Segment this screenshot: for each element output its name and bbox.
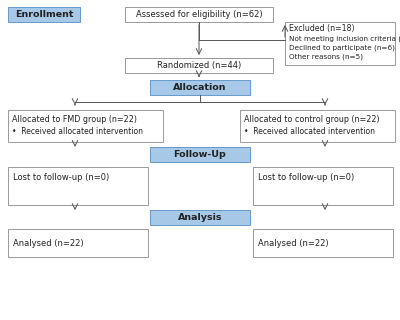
FancyBboxPatch shape [125,7,273,22]
Text: Randomized (n=44): Randomized (n=44) [157,61,241,70]
Text: Enrollment: Enrollment [15,10,73,19]
FancyBboxPatch shape [150,147,250,162]
FancyBboxPatch shape [150,210,250,225]
Text: Lost to follow-up (n=0): Lost to follow-up (n=0) [13,172,109,181]
Text: Other reasons (n=5): Other reasons (n=5) [289,54,363,60]
FancyBboxPatch shape [253,229,393,257]
Text: Declined to participate (n=6): Declined to participate (n=6) [289,45,395,51]
Text: •  Received allocated intervention: • Received allocated intervention [244,126,375,135]
Text: Allocated to control group (n=22): Allocated to control group (n=22) [244,115,380,124]
Text: Not meeting inclusion criteria (n=7): Not meeting inclusion criteria (n=7) [289,36,400,42]
FancyBboxPatch shape [285,22,395,65]
FancyBboxPatch shape [8,7,80,22]
FancyBboxPatch shape [8,167,148,205]
FancyBboxPatch shape [150,80,250,95]
Text: Excluded (n=18): Excluded (n=18) [289,25,354,34]
Text: Analysis: Analysis [178,213,222,222]
FancyBboxPatch shape [253,167,393,205]
FancyBboxPatch shape [8,110,163,142]
Text: Assessed for eligibility (n=62): Assessed for eligibility (n=62) [136,10,262,19]
Text: Allocated to FMD group (n=22): Allocated to FMD group (n=22) [12,115,137,124]
FancyBboxPatch shape [125,58,273,73]
Text: Analysed (n=22): Analysed (n=22) [13,238,84,247]
Text: Follow-Up: Follow-Up [174,150,226,159]
Text: Allocation: Allocation [173,83,227,92]
Text: Analysed (n=22): Analysed (n=22) [258,238,329,247]
FancyBboxPatch shape [8,229,148,257]
Text: Lost to follow-up (n=0): Lost to follow-up (n=0) [258,172,354,181]
Text: •  Received allocated intervention: • Received allocated intervention [12,126,143,135]
FancyBboxPatch shape [240,110,395,142]
